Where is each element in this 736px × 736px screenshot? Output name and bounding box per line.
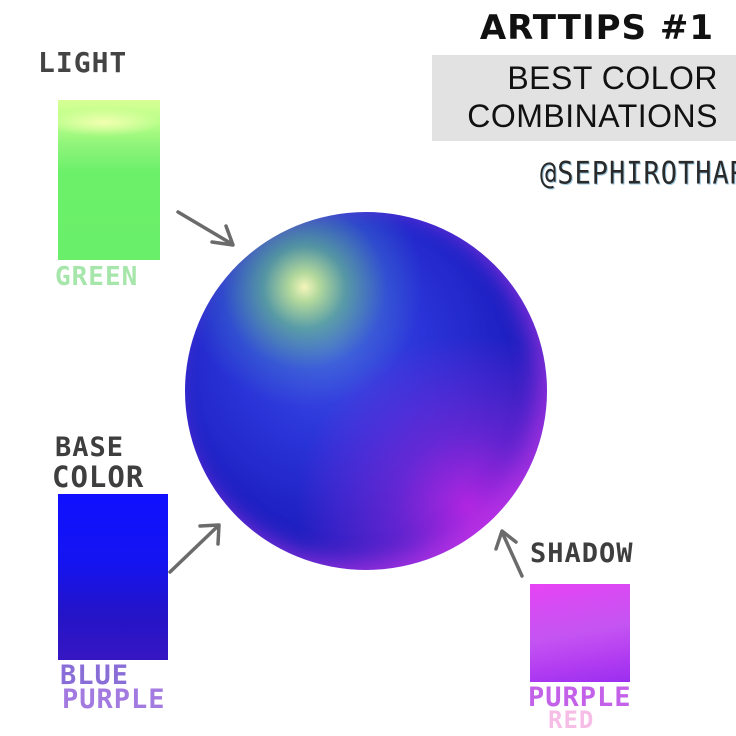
shaded-sphere [185, 212, 547, 570]
base-label-line-1: BASE [55, 432, 125, 463]
subtitle-line-1: BEST COLOR [507, 60, 718, 96]
shadow-color-name-2: RED [548, 706, 595, 734]
arrow-light-icon [176, 210, 235, 247]
subtitle-line-2: COMBINATIONS [467, 98, 718, 134]
subtitle-box: BEST COLOR COMBINATIONS [432, 55, 736, 141]
shadow-swatch [530, 584, 630, 682]
base-label-line-2: COLOR [52, 460, 145, 494]
shadow-color-name-1: PURPLE [528, 682, 632, 713]
subtitle: BEST COLOR COMBINATIONS [467, 59, 718, 135]
base-swatch [58, 494, 168, 660]
page-title: ARTTIPS #1 [479, 8, 714, 48]
arrow-base-icon [168, 523, 221, 574]
light-label: LIGHT [38, 46, 128, 79]
arrow-shadow-icon [494, 529, 524, 578]
artist-handle: @SEPHIROTHART [540, 155, 736, 192]
base-color-name-1: BLUE [60, 660, 130, 691]
shadow-label: SHADOW [530, 538, 634, 569]
light-swatch [58, 100, 160, 260]
base-color-name-2: PURPLE [62, 684, 166, 715]
light-color-name: GREEN [55, 262, 139, 292]
